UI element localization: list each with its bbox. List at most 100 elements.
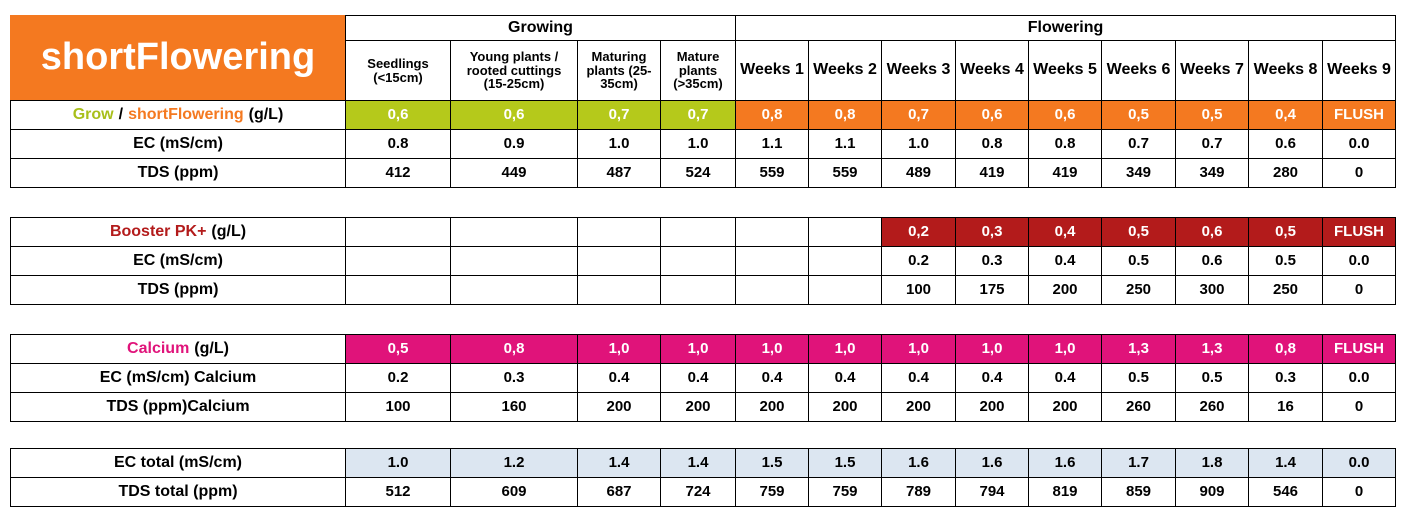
empty-cell <box>808 217 882 247</box>
value-cell: 200 <box>577 392 661 422</box>
value-cell: 0.0 <box>1322 129 1396 159</box>
value-cell: 794 <box>955 477 1029 507</box>
value-cell: 0,8 <box>1248 334 1323 364</box>
empty-cell <box>450 246 578 276</box>
empty-cell <box>735 275 809 305</box>
value-cell: 160 <box>450 392 578 422</box>
value-cell: 1.4 <box>577 448 661 478</box>
value-cell: 0,5 <box>1101 100 1176 130</box>
value-cell: 0,5 <box>1101 217 1176 247</box>
value-cell: 524 <box>660 158 736 188</box>
column-header: Weeks 1 <box>735 40 809 101</box>
value-cell: 0.8 <box>955 129 1029 159</box>
value-cell: 1.0 <box>345 448 451 478</box>
group-header: Flowering <box>735 15 1396 41</box>
value-cell: 200 <box>808 392 882 422</box>
value-cell: 546 <box>1248 477 1323 507</box>
empty-cell <box>345 246 451 276</box>
value-cell: 0,5 <box>345 334 451 364</box>
value-cell: 909 <box>1175 477 1249 507</box>
value-cell: 0.9 <box>450 129 578 159</box>
column-header: Young plants / rooted cuttings (15-25cm) <box>450 40 578 101</box>
value-cell: 419 <box>1028 158 1102 188</box>
value-cell: 0 <box>1322 275 1396 305</box>
label-part: (g/L) <box>248 105 284 123</box>
row-label: TDS (ppm)Calcium <box>10 392 346 422</box>
value-cell: 100 <box>881 275 956 305</box>
value-cell: 0,6 <box>1175 217 1249 247</box>
value-cell: 0.8 <box>1028 129 1102 159</box>
value-cell: FLUSH <box>1322 217 1396 247</box>
value-cell: 250 <box>1101 275 1176 305</box>
value-cell: 0.0 <box>1322 363 1396 393</box>
value-cell: 1,0 <box>1028 334 1102 364</box>
empty-cell <box>808 275 882 305</box>
column-header: Weeks 5 <box>1028 40 1102 101</box>
value-cell: 1.6 <box>955 448 1029 478</box>
value-cell: 260 <box>1175 392 1249 422</box>
column-header: Weeks 4 <box>955 40 1029 101</box>
value-cell: 0.3 <box>450 363 578 393</box>
value-cell: 250 <box>1248 275 1323 305</box>
value-cell: 1.8 <box>1175 448 1249 478</box>
label-part: Grow <box>72 105 114 123</box>
value-cell: 0.4 <box>955 363 1029 393</box>
value-cell: 1,3 <box>1175 334 1249 364</box>
label-part: TDS total (ppm) <box>118 482 238 500</box>
value-cell: 0.3 <box>1248 363 1323 393</box>
value-cell: 1.7 <box>1101 448 1176 478</box>
value-cell: 0,7 <box>881 100 956 130</box>
value-cell: 16 <box>1248 392 1323 422</box>
value-cell: 489 <box>881 158 956 188</box>
label-part: TDS (ppm)Calcium <box>106 397 250 415</box>
value-cell: 0.2 <box>345 363 451 393</box>
empty-cell <box>660 275 736 305</box>
value-cell: 0.6 <box>1248 129 1323 159</box>
value-cell: 200 <box>660 392 736 422</box>
value-cell: 0,6 <box>345 100 451 130</box>
value-cell: 0.8 <box>345 129 451 159</box>
value-cell: 0,8 <box>450 334 578 364</box>
value-cell: 0,4 <box>1028 217 1102 247</box>
label-part: EC (mS/cm) Calcium <box>99 368 257 386</box>
label-part: EC total (mS/cm) <box>113 453 242 471</box>
value-cell: 419 <box>955 158 1029 188</box>
value-cell: 1.2 <box>450 448 578 478</box>
value-cell: 0.5 <box>1101 246 1176 276</box>
value-cell: 759 <box>808 477 882 507</box>
label-part: TDS (ppm) <box>137 280 219 298</box>
value-cell: 0,8 <box>735 100 809 130</box>
value-cell: 759 <box>735 477 809 507</box>
column-header: Weeks 8 <box>1248 40 1323 101</box>
row-label: Calcium (g/L) <box>10 334 346 364</box>
empty-cell <box>660 246 736 276</box>
value-cell: 559 <box>735 158 809 188</box>
label-part: TDS (ppm) <box>137 163 219 181</box>
value-cell: 1,0 <box>735 334 809 364</box>
column-header: Weeks 9 <box>1322 40 1396 101</box>
row-label: EC (mS/cm) <box>10 246 346 276</box>
empty-cell <box>345 217 451 247</box>
label-part: (g/L) <box>194 339 229 357</box>
value-cell: 1.0 <box>660 129 736 159</box>
value-cell: 0,6 <box>1028 100 1102 130</box>
value-cell: 0.0 <box>1322 246 1396 276</box>
row-label: Booster PK+ (g/L) <box>10 217 346 247</box>
label-part: shortFlowering <box>128 105 244 123</box>
empty-cell <box>450 217 578 247</box>
value-cell: 1.0 <box>881 129 956 159</box>
label-part: EC (mS/cm) <box>133 134 223 152</box>
value-cell: 0,8 <box>808 100 882 130</box>
value-cell: 349 <box>1175 158 1249 188</box>
empty-cell <box>345 275 451 305</box>
row-label: EC (mS/cm) Calcium <box>10 363 346 393</box>
value-cell: 0,7 <box>577 100 661 130</box>
value-cell: 1,0 <box>955 334 1029 364</box>
value-cell: 0 <box>1322 477 1396 507</box>
value-cell: 0,5 <box>1175 100 1249 130</box>
value-cell: 819 <box>1028 477 1102 507</box>
value-cell: 0.0 <box>1322 448 1396 478</box>
column-header: Seedlings (<15cm) <box>345 40 451 101</box>
value-cell: 724 <box>660 477 736 507</box>
